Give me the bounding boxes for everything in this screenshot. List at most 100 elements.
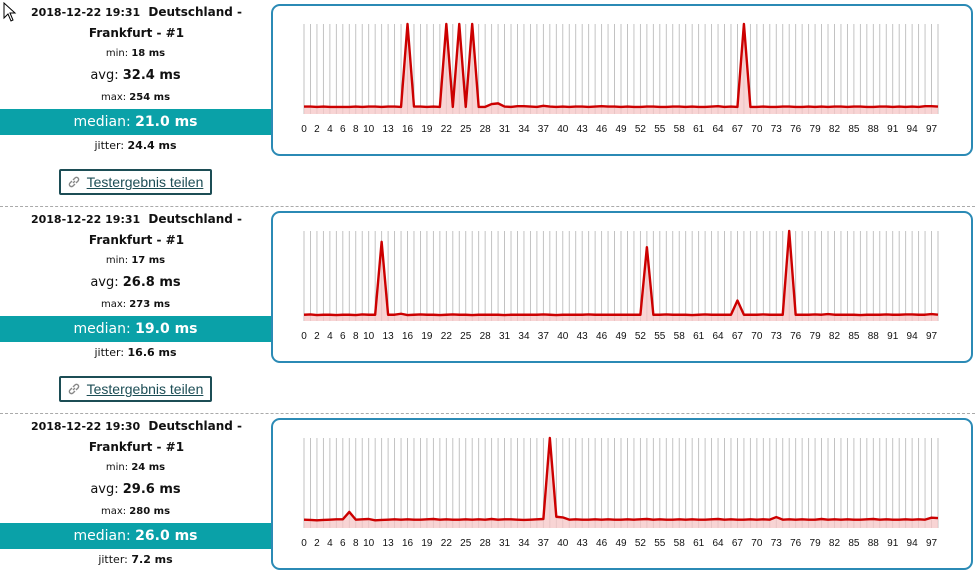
x-tick-label: 10 [363, 124, 375, 135]
ping-chart-svg: 0 2 4 6 8 10 13 16 19 22 25 28 31 34 37 40 43 46 49 52 55 58 6… [301, 22, 939, 135]
median-value: 21.0 ms [135, 114, 198, 130]
x-tick-label: 67 [732, 124, 744, 135]
x-tick-label: 73 [771, 331, 783, 342]
min-value: 18 ms [131, 48, 166, 59]
share-result-button[interactable]: Testergebnis teilen [58, 376, 213, 402]
x-tick-label: 76 [790, 538, 802, 549]
jitter-label: jitter: [98, 553, 128, 566]
x-tick-label: 91 [887, 331, 899, 342]
avg-stat: avg: 32.4 ms [0, 65, 271, 87]
result-location: Deutschland - Frankfurt - #1 [88, 419, 243, 454]
median-stat: median: 21.0 ms [0, 109, 271, 135]
x-tick-label: 4 [327, 124, 333, 135]
x-tick-label: 73 [771, 538, 783, 549]
ping-chart: 0 2 4 6 8 10 13 16 19 22 25 28 31 34 37 40 43 46 49 52 55 58 6… [271, 4, 973, 156]
ping-chart: 0 2 4 6 8 10 13 16 19 22 25 28 31 34 37 40 43 46 49 52 55 58 6… [271, 418, 973, 570]
divider [0, 206, 975, 207]
share-label: Testergebnis teilen [86, 381, 204, 397]
x-tick-label: 16 [402, 331, 414, 342]
x-tick-label: 2 [314, 331, 320, 342]
x-tick-label: 64 [712, 331, 724, 342]
jitter-label: jitter: [94, 346, 125, 359]
x-tick-label: 34 [518, 124, 530, 135]
x-tick-label: 52 [635, 538, 647, 549]
jitter-value: 16.6 ms [127, 346, 177, 359]
result-info: 2018-12-22 19:30 Deutschland - Frankfurt… [0, 414, 271, 571]
x-tick-label: 46 [596, 124, 608, 135]
x-tick-label: 8 [353, 538, 359, 549]
x-tick-label: 25 [460, 124, 472, 135]
x-tick-label: 19 [421, 538, 433, 549]
x-tick-label: 61 [693, 124, 705, 135]
min-stat: min: 24 ms [0, 457, 271, 479]
x-tick-label: 0 [301, 124, 307, 135]
x-tick-label: 85 [848, 331, 860, 342]
result-location: Deutschland - Frankfurt - #1 [88, 212, 243, 247]
x-tick-label: 37 [538, 124, 550, 135]
max-stat: max: 254 ms [0, 87, 271, 109]
x-tick-label: 52 [635, 124, 647, 135]
x-tick-label: 0 [301, 538, 307, 549]
x-tick-label: 97 [926, 331, 938, 342]
ping-chart: 0 2 4 6 8 10 13 16 19 22 25 28 31 34 37 40 43 46 49 52 55 58 6… [271, 211, 973, 363]
x-tick-label: 8 [353, 331, 359, 342]
x-tick-label: 82 [829, 124, 841, 135]
avg-label: avg: [90, 482, 119, 497]
x-tick-label: 82 [829, 331, 841, 342]
ping-chart-svg: 0 2 4 6 8 10 13 16 19 22 25 28 31 34 37 40 43 46 49 52 55 58 6… [301, 229, 939, 342]
x-tick-label: 85 [848, 538, 860, 549]
x-tick-label: 67 [732, 538, 744, 549]
x-tick-label: 31 [499, 124, 511, 135]
x-tick-label: 2 [314, 538, 320, 549]
x-tick-label: 4 [327, 538, 333, 549]
x-tick-label: 49 [615, 124, 627, 135]
avg-label: avg: [90, 68, 119, 83]
x-tick-label: 79 [810, 538, 822, 549]
avg-stat: avg: 29.6 ms [0, 479, 271, 501]
median-label: median: [73, 528, 131, 544]
x-tick-label: 82 [829, 538, 841, 549]
avg-label: avg: [90, 275, 119, 290]
x-tick-label: 61 [693, 331, 705, 342]
link-icon [68, 176, 79, 188]
x-tick-label: 88 [868, 538, 880, 549]
median-label: median: [73, 321, 131, 337]
series-area [304, 24, 938, 114]
avg-value: 29.6 ms [122, 482, 181, 497]
x-tick-label: 2 [314, 124, 320, 135]
x-tick-label: 76 [790, 124, 802, 135]
share-result-button[interactable]: Testergebnis teilen [58, 169, 213, 195]
x-tick-label: 70 [751, 124, 763, 135]
x-tick-label: 0 [301, 331, 307, 342]
avg-stat: avg: 26.8 ms [0, 272, 271, 294]
min-stat: min: 17 ms [0, 250, 271, 272]
x-tick-label: 13 [383, 331, 395, 342]
x-tick-label: 52 [635, 331, 647, 342]
x-tick-label: 76 [790, 331, 802, 342]
result-info: 2018-12-22 19:31 Deutschland - Frankfurt… [0, 0, 271, 195]
min-stat: min: 18 ms [0, 43, 271, 65]
result-location: Deutschland - Frankfurt - #1 [88, 5, 243, 40]
median-label: median: [73, 114, 131, 130]
x-tick-label: 34 [518, 331, 530, 342]
jitter-value: 7.2 ms [131, 553, 173, 566]
max-stat: max: 280 ms [0, 501, 271, 523]
x-tick-label: 58 [674, 538, 686, 549]
mouse-cursor-icon [3, 2, 17, 22]
x-tick-label: 37 [538, 331, 550, 342]
x-tick-label: 58 [674, 331, 686, 342]
x-tick-label: 94 [907, 124, 919, 135]
x-tick-label: 22 [441, 331, 453, 342]
x-tick-label: 28 [480, 331, 492, 342]
x-tick-label: 16 [402, 538, 414, 549]
x-tick-label: 22 [441, 124, 453, 135]
max-value: 280 ms [129, 506, 171, 517]
result-header: 2018-12-22 19:31 Deutschland - Frankfurt… [0, 209, 271, 250]
x-tick-label: 19 [421, 124, 433, 135]
x-tick-label: 55 [654, 331, 666, 342]
max-value: 254 ms [129, 92, 171, 103]
x-tick-label: 10 [363, 538, 375, 549]
x-tick-label: 70 [751, 331, 763, 342]
x-tick-label: 70 [751, 538, 763, 549]
x-tick-label: 37 [538, 538, 550, 549]
